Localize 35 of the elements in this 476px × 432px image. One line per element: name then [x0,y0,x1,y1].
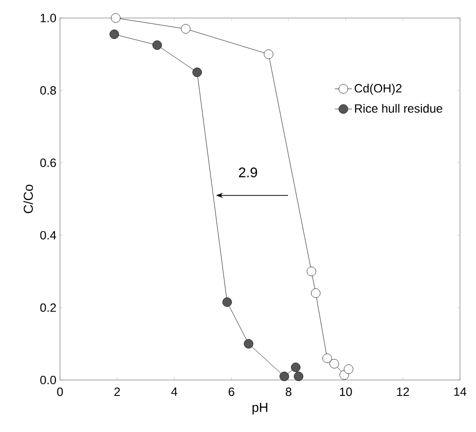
y-axis-title: C/Co [23,184,33,214]
point [322,354,332,363]
point [152,40,162,50]
x-tick-label: 0 [57,388,63,396]
y-tick-label: 0.8 [40,86,56,95]
x-tick-label: 14 [454,388,466,396]
point [222,297,232,307]
y-tick-label: 0.6 [40,158,56,168]
x-tick-label: 2 [114,388,120,396]
x-tick-label: 6 [228,388,234,396]
point [306,266,316,276]
point [244,339,254,348]
y-tick-label: 0.0 [40,376,56,384]
point [291,362,300,372]
point [181,24,190,34]
legend-label: Cd(OH)2 [354,84,402,95]
point [111,13,120,23]
x-tick-label: 4 [171,388,178,396]
x-axis-title: pH [252,402,268,415]
point [294,372,304,382]
y-tick-label: 0.2 [40,303,56,312]
point [330,359,339,368]
x-tick-label: 12 [397,388,409,396]
point [264,50,274,59]
y-tick-label: 1.0 [40,14,56,22]
point [344,364,354,374]
x-tick-label: 8 [286,388,292,396]
point [311,288,320,298]
y-tick-label: 0.4 [40,230,56,240]
point [280,372,289,382]
annotation: 2.9 [238,167,258,178]
point [192,68,202,77]
point [110,30,119,39]
x-tick-label: 10 [340,388,352,396]
legend-label: Rice hull residue [355,104,442,113]
